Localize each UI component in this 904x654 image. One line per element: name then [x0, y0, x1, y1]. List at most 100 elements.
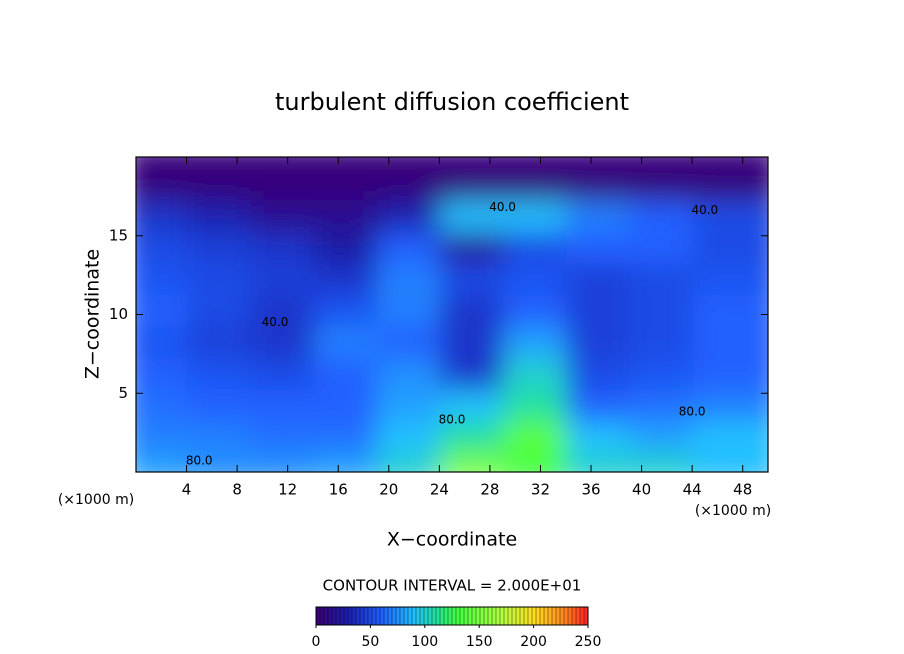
x-unit: (×1000 m): [695, 503, 771, 519]
colorbar-swatch: [559, 606, 565, 626]
colorbar-swatch: [535, 606, 541, 626]
colorbar-swatch: [367, 606, 373, 626]
x-tick-label: 44: [683, 481, 702, 499]
colorbar-swatch: [563, 606, 569, 626]
colorbar-swatch: [519, 606, 525, 626]
colorbar-swatch: [543, 606, 549, 626]
colorbar-swatch: [443, 606, 449, 626]
x-tick-label: 24: [430, 481, 449, 499]
contour-label: 40.0: [262, 315, 289, 329]
colorbar-swatch: [339, 606, 345, 626]
colorbar-swatch: [347, 606, 353, 626]
colorbar-swatch: [335, 606, 341, 626]
x-tick-label: 48: [733, 481, 752, 499]
colorbar-tick-label: 0: [312, 634, 321, 650]
colorbar-swatch: [395, 606, 401, 626]
colorbar-swatch: [371, 606, 377, 626]
colorbar-swatch: [351, 606, 357, 626]
colorbar-tick-label: 250: [575, 634, 602, 650]
colorbar-swatch: [511, 606, 517, 626]
y-axis-label: Z−coordinate: [82, 249, 104, 379]
colorbar-swatch: [343, 606, 349, 626]
colorbar-swatch: [571, 606, 577, 626]
colorbar-swatch: [327, 606, 333, 626]
colorbar-swatch: [483, 606, 489, 626]
field-cell: [692, 157, 768, 201]
colorbar-swatch: [475, 606, 481, 626]
colorbar-frame: [315, 606, 589, 626]
colorbar-swatch: [411, 606, 417, 626]
x-tick-label: 36: [581, 481, 600, 499]
colorbar-swatch: [403, 606, 409, 626]
contour-label: 80.0: [679, 405, 706, 419]
colorbar-swatch: [479, 606, 485, 626]
colorbar-swatch: [399, 606, 405, 626]
colorbar-swatch: [427, 606, 433, 626]
colorbar-swatch: [435, 606, 441, 626]
contour-note: CONTOUR INTERVAL = 2.000E+01: [323, 577, 582, 595]
colorbar-swatch: [503, 606, 509, 626]
colorbar-swatch: [471, 606, 477, 626]
colorbar-swatch: [491, 606, 497, 626]
colorbar-swatch: [495, 606, 501, 626]
x-tick-label: 12: [278, 481, 297, 499]
colorbar-swatch: [459, 606, 465, 626]
colorbar-swatch: [527, 606, 533, 626]
colorbar-swatch: [575, 606, 581, 626]
colorbar-swatch: [467, 606, 473, 626]
colorbar-swatch: [555, 606, 561, 626]
colorbar-swatch: [407, 606, 413, 626]
colorbar-swatch: [375, 606, 381, 626]
y-tick-label: 15: [109, 226, 128, 244]
y-tick-label: 5: [118, 384, 128, 402]
colorbar-swatch: [579, 606, 585, 626]
colorbar-swatch: [355, 606, 361, 626]
colorbar-swatch: [499, 606, 505, 626]
colorbar-swatch: [463, 606, 469, 626]
colorbar-swatch: [387, 606, 393, 626]
contour-label: 40.0: [489, 200, 516, 214]
field-cells: [136, 157, 768, 472]
x-tick-label: 16: [329, 481, 348, 499]
colorbar-swatch: [315, 606, 321, 626]
colorbar-swatch: [319, 606, 325, 626]
colorbar-tick-label: 150: [466, 634, 493, 650]
colorbar-swatch: [391, 606, 397, 626]
colorbar-swatch: [447, 606, 453, 626]
colorbar-swatch: [415, 606, 421, 626]
colorbar-swatch: [451, 606, 457, 626]
colorbar-swatch: [515, 606, 521, 626]
colorbar-swatch: [359, 606, 365, 626]
colorbar-swatch: [547, 606, 553, 626]
contour-label: 80.0: [186, 453, 213, 467]
colorbar-swatch: [539, 606, 545, 626]
colorbar-swatch: [567, 606, 573, 626]
y-unit: (×1000 m): [58, 492, 134, 508]
colorbar-swatch: [551, 606, 557, 626]
colorbar-swatch: [431, 606, 437, 626]
colorbar-swatch: [439, 606, 445, 626]
x-tick-label: 8: [232, 481, 242, 499]
colorbar-swatch: [379, 606, 385, 626]
colorbar-swatch: [323, 606, 329, 626]
contour-label: 80.0: [439, 413, 466, 427]
colorbar-swatch: [423, 606, 429, 626]
x-tick-label: 28: [480, 481, 499, 499]
field: [136, 157, 768, 472]
colorbar-swatch: [331, 606, 337, 626]
colorbar-tick-label: 50: [361, 634, 379, 650]
colorbar-swatch: [487, 606, 493, 626]
chart-title: turbulent diffusion coefficient: [275, 88, 629, 116]
contour-label: 40.0: [691, 203, 718, 217]
x-tick-label: 40: [632, 481, 651, 499]
x-axis-label: X−coordinate: [387, 529, 517, 551]
colorbar-swatch: [455, 606, 461, 626]
colorbar-tick-label: 200: [520, 634, 547, 650]
colorbar-swatch: [531, 606, 537, 626]
x-tick-label: 20: [379, 481, 398, 499]
colorbar-swatch: [383, 606, 389, 626]
y-tick-label: 10: [109, 305, 128, 323]
colorbar-swatch: [419, 606, 425, 626]
x-tick-label: 32: [531, 481, 550, 499]
